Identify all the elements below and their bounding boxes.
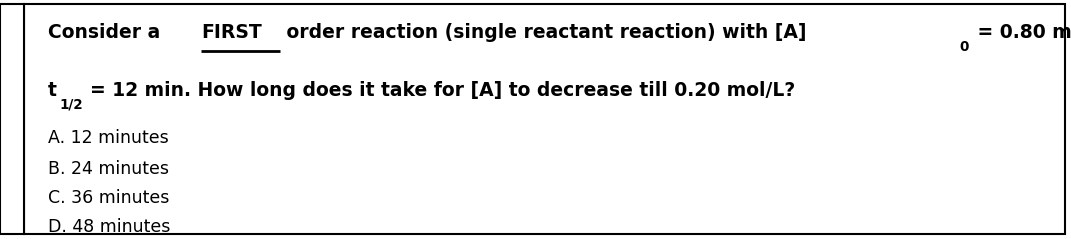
Text: A. 12 minutes: A. 12 minutes — [48, 129, 169, 147]
Text: 0: 0 — [960, 40, 968, 54]
Text: FIRST: FIRST — [201, 23, 262, 42]
Text: = 12 min. How long does it take for [A] to decrease till 0.20 mol/L?: = 12 min. How long does it take for [A] … — [90, 81, 796, 100]
Text: B. 24 minutes: B. 24 minutes — [48, 160, 169, 179]
Text: t: t — [48, 81, 57, 100]
Bar — [0, 4, 24, 234]
Text: = 0.80 mol/L;: = 0.80 mol/L; — [971, 23, 1071, 42]
Text: order reaction (single reactant reaction) with [A]: order reaction (single reactant reaction… — [280, 23, 806, 42]
Text: 1/2: 1/2 — [60, 98, 84, 112]
Text: Consider a: Consider a — [48, 23, 167, 42]
Text: C. 36 minutes: C. 36 minutes — [48, 189, 169, 207]
Text: D. 48 minutes: D. 48 minutes — [48, 218, 170, 236]
